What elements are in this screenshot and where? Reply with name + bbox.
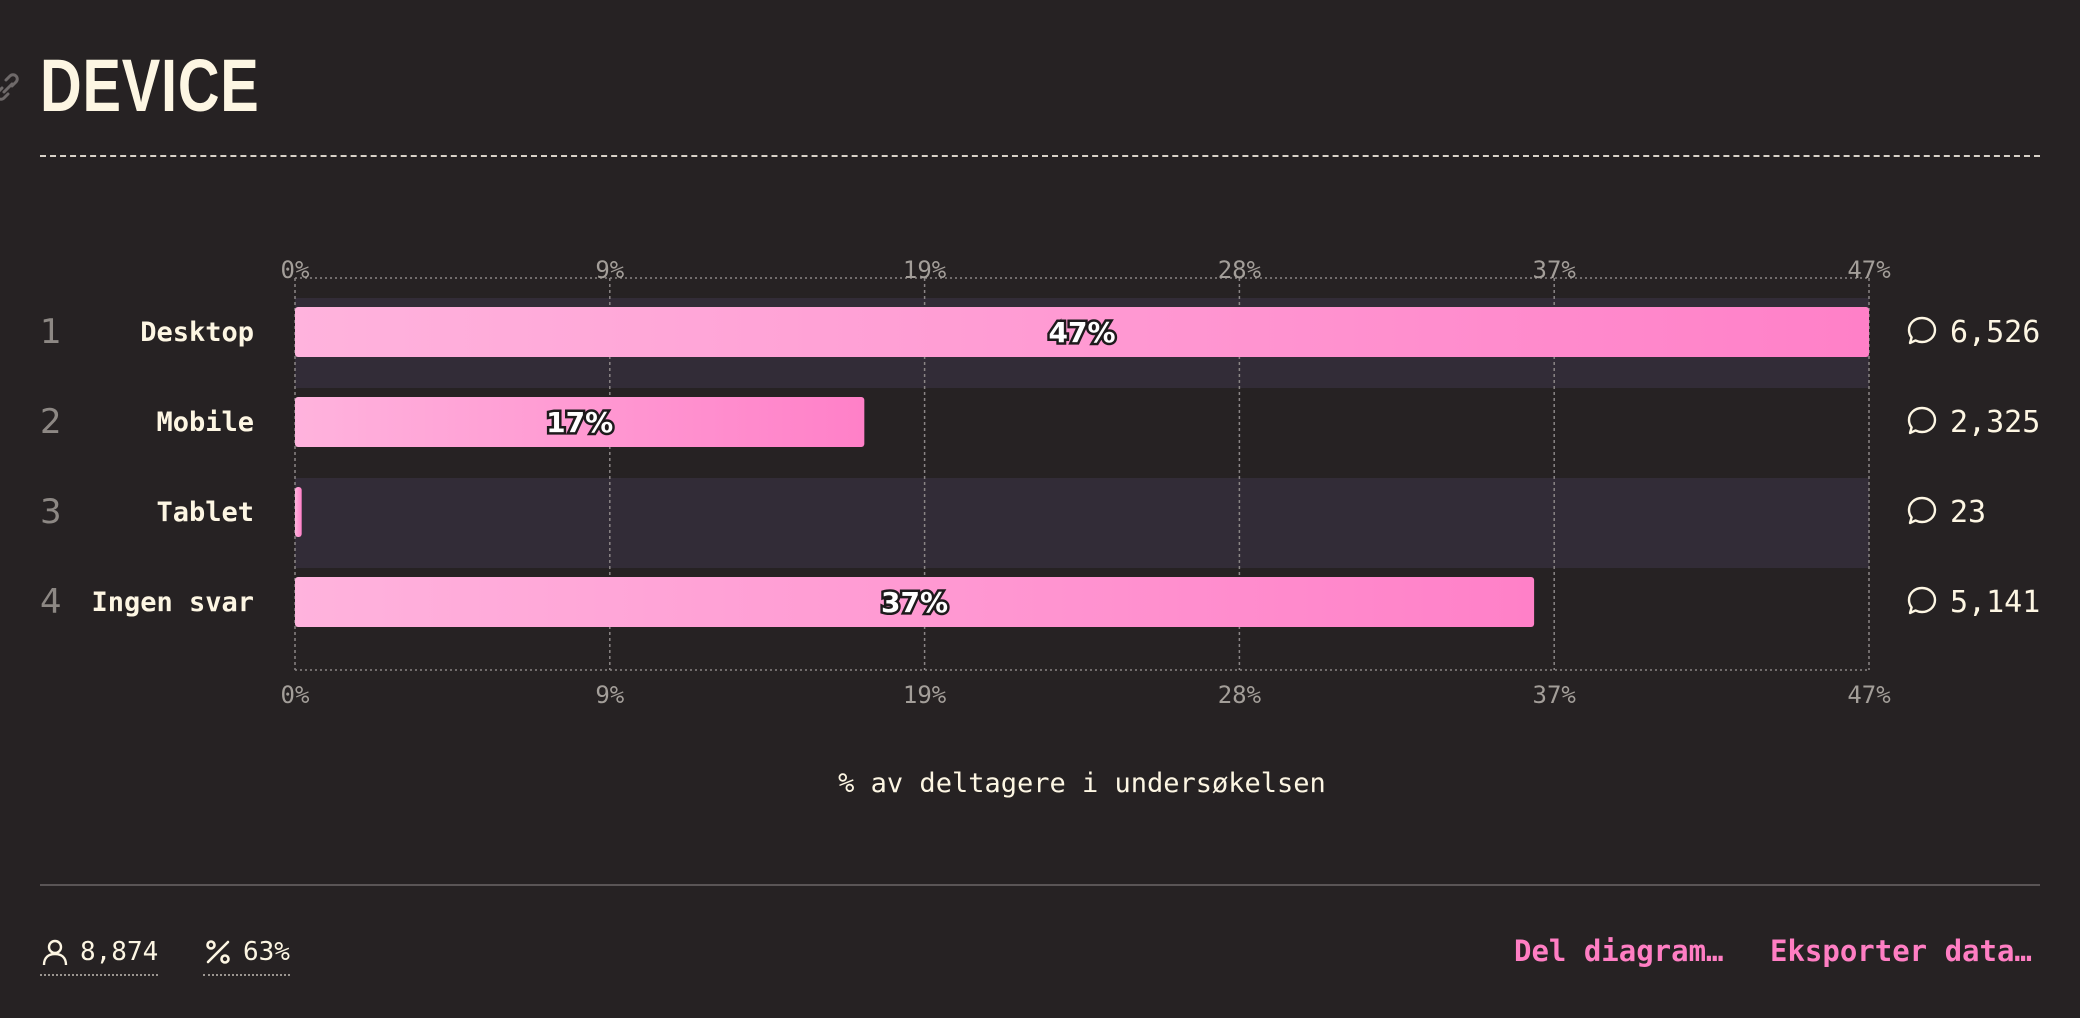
x-tick-label-top: 47%	[1847, 256, 1891, 284]
bar-value-label: 17%	[546, 406, 613, 439]
bar	[295, 487, 302, 537]
footer-divider	[40, 884, 2040, 886]
x-tick-label-bottom: 0%	[281, 681, 310, 709]
x-tick-label-bottom: 19%	[903, 681, 947, 709]
percent-icon	[206, 940, 230, 964]
response-count: 2,325	[1950, 405, 2040, 440]
bar-value-label: 47%	[1048, 316, 1115, 349]
category-label: Desktop	[140, 317, 254, 348]
link-icon[interactable]	[0, 72, 20, 102]
chart-title: DEVICE	[40, 44, 260, 127]
x-tick-label-top: 9%	[595, 256, 624, 284]
response-count: 5,141	[1950, 585, 2040, 620]
share-chart-link[interactable]: Del diagram…	[1514, 934, 1724, 968]
respondents-stat[interactable]: 8,874	[40, 932, 159, 976]
rank-number: 4	[40, 582, 62, 622]
row-band	[295, 478, 1869, 568]
response-count: 6,526	[1950, 315, 2040, 350]
x-tick-label-bottom: 9%	[595, 681, 624, 709]
x-axis-title: % av deltagere i undersøkelsen	[838, 768, 1326, 799]
respondents-count: 8,874	[80, 937, 159, 967]
user-icon	[42, 939, 68, 966]
comment-icon	[1907, 586, 1937, 615]
bar-value-label: 37%	[881, 586, 948, 619]
x-tick-label-top: 37%	[1533, 256, 1577, 284]
comment-icon	[1907, 406, 1937, 435]
title-divider	[40, 155, 2040, 157]
response-count: 23	[1950, 495, 1986, 530]
rank-number: 1	[40, 312, 62, 352]
category-label: Mobile	[156, 407, 254, 438]
x-tick-label-bottom: 28%	[1218, 681, 1262, 709]
category-label: Ingen svar	[91, 587, 254, 618]
bar	[295, 577, 1535, 627]
rank-number: 2	[40, 402, 62, 442]
bar	[295, 397, 865, 447]
comment-icon	[1907, 496, 1937, 525]
percent-stat[interactable]: 63%	[203, 932, 290, 976]
x-tick-label-bottom: 37%	[1533, 681, 1577, 709]
x-tick-label-top: 0%	[281, 256, 310, 284]
percent-value: 63%	[243, 937, 290, 967]
category-label: Tablet	[156, 497, 254, 528]
x-tick-label-top: 19%	[903, 256, 947, 284]
rank-number: 3	[40, 492, 62, 532]
bar	[295, 307, 1869, 357]
export-data-link[interactable]: Eksporter data…	[1770, 934, 2032, 968]
comment-icon	[1907, 316, 1937, 345]
x-tick-label-bottom: 47%	[1847, 681, 1891, 709]
x-tick-label-top: 28%	[1218, 256, 1262, 284]
bar-chart: 0% 0% 9% 9% 19% 19% 28% 28% 37% 37% 47% 47% 1 Desktop…	[40, 256, 2040, 709]
